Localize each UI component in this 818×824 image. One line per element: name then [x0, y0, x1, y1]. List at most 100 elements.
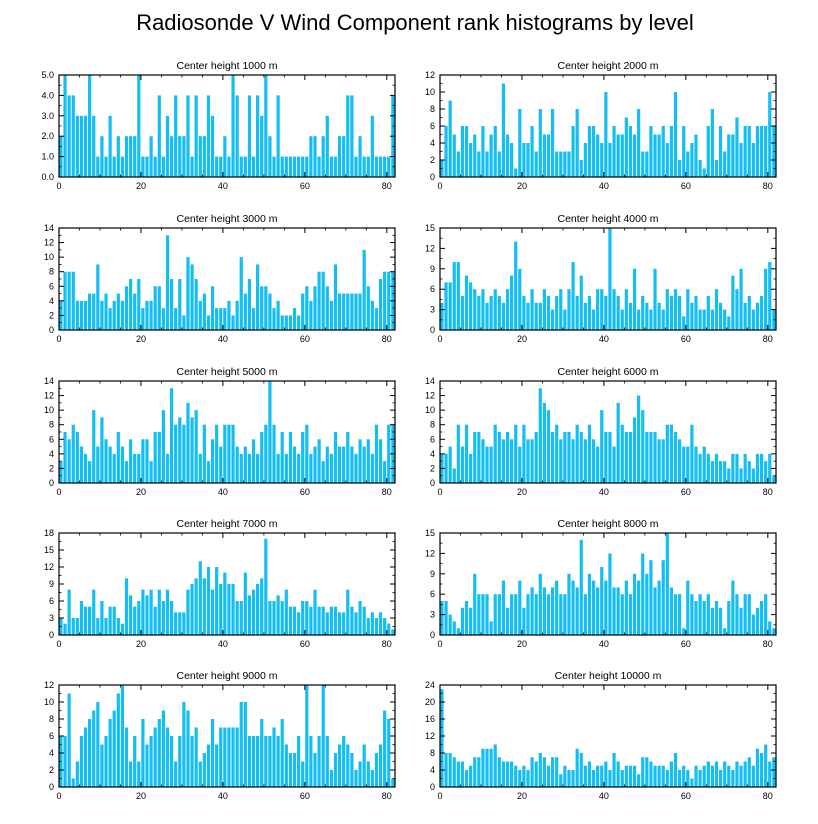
- histogram-bar: [288, 315, 293, 330]
- x-tick-label: 20: [517, 334, 527, 344]
- histogram-bar: [718, 302, 723, 330]
- histogram-bar: [632, 573, 637, 635]
- histogram-bar: [673, 594, 678, 635]
- histogram-bar: [219, 156, 223, 177]
- histogram-bar: [129, 439, 133, 483]
- histogram-bar: [141, 156, 145, 177]
- histogram-bar: [690, 143, 694, 177]
- histogram-bar: [702, 309, 706, 330]
- histogram-bar: [202, 753, 206, 787]
- x-tick-label: 40: [599, 639, 609, 649]
- histogram-bar: [251, 439, 256, 483]
- histogram-bar: [489, 748, 493, 787]
- histogram-bar: [727, 134, 731, 177]
- histogram-bar: [575, 748, 579, 787]
- x-tick-label: 60: [681, 639, 691, 649]
- histogram-bar: [317, 271, 321, 330]
- histogram-bar: [493, 289, 497, 330]
- panel-title: Center height 6000 m: [558, 366, 659, 378]
- histogram-bar: [538, 302, 542, 330]
- histogram-bar: [276, 95, 280, 177]
- y-tick-label: 2: [49, 765, 54, 775]
- histogram-bar: [223, 572, 227, 635]
- histogram-bar: [116, 693, 120, 787]
- histogram-bar: [546, 134, 551, 177]
- y-tick-label: 10: [44, 405, 54, 415]
- histogram-bar: [698, 770, 702, 787]
- histogram-bar: [329, 770, 333, 787]
- histogram-bar: [92, 410, 96, 483]
- histogram-bar: [587, 126, 592, 177]
- y-tick-label: 12: [425, 70, 435, 80]
- histogram-bar: [690, 302, 694, 330]
- histogram-bar: [301, 432, 305, 483]
- histogram-bar: [75, 618, 79, 635]
- histogram-bar: [288, 606, 293, 635]
- histogram-bar: [206, 744, 211, 787]
- histogram-bar: [141, 589, 145, 635]
- histogram-bar: [391, 629, 395, 635]
- histogram-bar: [497, 296, 501, 330]
- histogram-bar: [612, 446, 616, 483]
- histogram-bar: [538, 109, 542, 177]
- histogram-bar: [198, 561, 202, 635]
- histogram-bar: [690, 424, 694, 483]
- histogram-bar: [268, 293, 272, 330]
- x-tick-label: 0: [56, 639, 61, 649]
- histogram-bar: [133, 736, 137, 787]
- histogram-bar: [251, 156, 256, 177]
- histogram-bar: [317, 606, 321, 635]
- histogram-bar: [59, 461, 63, 483]
- histogram-bar: [624, 765, 628, 787]
- y-tick-label: 9: [49, 579, 54, 589]
- histogram-bar: [501, 439, 506, 483]
- histogram-bar: [575, 424, 579, 483]
- histogram-bar: [538, 388, 542, 483]
- histogram-bar: [210, 115, 215, 177]
- histogram-bar: [481, 594, 485, 635]
- histogram-bar: [174, 95, 178, 177]
- histogram-bar: [149, 461, 153, 483]
- histogram-bar: [583, 302, 587, 330]
- histogram-bar: [714, 289, 719, 330]
- histogram-bar: [669, 126, 674, 177]
- histogram-bar: [678, 160, 682, 177]
- histogram-bar: [661, 560, 665, 635]
- histogram-bar: [305, 286, 309, 330]
- histogram-bar: [751, 614, 755, 635]
- histogram-bar: [591, 770, 596, 787]
- histogram-bar: [112, 453, 116, 483]
- histogram-bar: [460, 296, 465, 330]
- histogram-bar: [759, 601, 764, 635]
- histogram-bar: [284, 315, 288, 330]
- histogram-bar: [387, 623, 391, 635]
- histogram-bar: [591, 580, 596, 635]
- histogram-bar: [448, 100, 452, 177]
- y-tick-label: 6: [49, 596, 54, 606]
- histogram-bar: [100, 136, 104, 177]
- histogram-bar: [727, 316, 731, 330]
- histogram-bar: [501, 83, 506, 177]
- histogram-bar: [694, 765, 698, 787]
- histogram-bar: [637, 774, 641, 787]
- histogram-bar: [79, 300, 84, 330]
- histogram-bar: [616, 296, 620, 330]
- histogram-bar: [514, 168, 518, 177]
- histogram-bar: [608, 553, 612, 635]
- histogram-bar: [333, 432, 338, 483]
- histogram-panel: Center height 4000 m 0 20 40 60 80 0 3 6 9 12 15: [425, 213, 777, 344]
- histogram-bar: [362, 744, 366, 787]
- histogram-bar: [751, 765, 755, 787]
- histogram-bar: [120, 156, 125, 177]
- histogram-bar: [624, 117, 628, 177]
- histogram-bar: [83, 606, 88, 635]
- histogram-bar: [108, 446, 112, 483]
- x-tick-label: 60: [300, 487, 310, 497]
- histogram-bar: [346, 744, 350, 787]
- histogram-bar: [612, 587, 616, 635]
- histogram-bar: [280, 156, 284, 177]
- histogram-bar: [100, 300, 104, 330]
- histogram-bar: [489, 134, 493, 177]
- histogram-bar: [280, 432, 284, 483]
